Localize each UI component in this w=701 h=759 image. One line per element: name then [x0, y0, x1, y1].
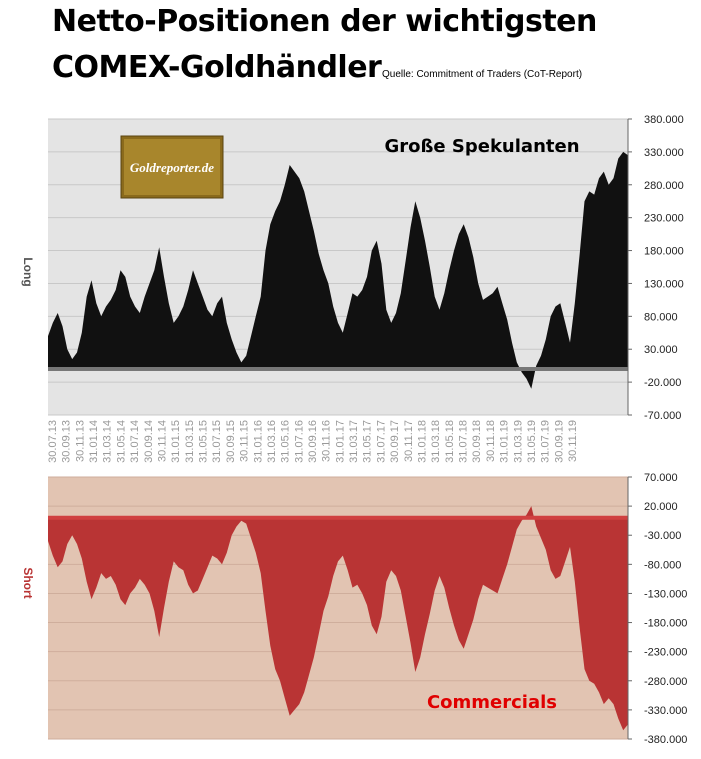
x-tick-label: 31.05.18 [444, 420, 456, 463]
x-tick-label: 30.09.14 [143, 420, 155, 463]
chart-title-line2: COMEX-Goldhändler [52, 50, 382, 85]
x-tick-label: 30.09.16 [307, 420, 319, 463]
x-tick-label: 31.01.18 [417, 420, 429, 463]
x-tick-label: 31.03.18 [430, 420, 442, 463]
x-tick-label: 30.09.15 [225, 420, 237, 463]
x-tick-label: 31.07.16 [293, 420, 305, 463]
y-tick-label: -130.000 [644, 588, 687, 600]
x-tick-label: 31.03.17 [348, 420, 360, 463]
x-tick-label: 31.07.14 [129, 420, 141, 463]
x-tick-label: 30.11.14 [157, 420, 169, 462]
x-tick-label: 31.01.14 [88, 420, 100, 463]
x-axis-date-labels: 30.07.13 30.09.13 30.11.13 31.01.14 31.03.14… [47, 420, 579, 463]
y-tick-label: 380.000 [644, 114, 684, 126]
source-note: Quelle: Commitment of Traders (CoT-Repor… [382, 69, 583, 80]
x-tick-label: 30.11.18 [485, 420, 497, 462]
x-tick-label: 30.11.19 [567, 420, 579, 462]
x-tick-label: 31.07.18 [458, 420, 470, 463]
long-area-series [48, 151, 628, 389]
panel-label-commercials: Commercials [427, 692, 557, 713]
y-tick-label: 180.000 [644, 246, 684, 258]
x-tick-label: 31.05.15 [198, 420, 210, 463]
x-tick-label: 31.07.17 [375, 420, 387, 463]
x-tick-label: 31.01.15 [170, 420, 182, 463]
x-tick-label: 31.03.15 [184, 420, 196, 463]
x-tick-label: 31.03.14 [102, 420, 114, 463]
x-tick-label: 30.09.17 [389, 420, 401, 463]
y-tick-label: 280.000 [644, 180, 684, 192]
goldreporter-logo: Goldreporter.de [120, 135, 224, 199]
short-area-series [48, 506, 628, 731]
x-tick-label: 30.11.13 [74, 420, 86, 462]
y-tick-label: 130.000 [644, 278, 684, 290]
x-tick-label: 31.05.19 [526, 420, 538, 463]
y-axis-label-long: Long [21, 257, 35, 286]
x-tick-label: 30.09.13 [61, 420, 73, 463]
x-tick-label: 30.11.17 [403, 420, 415, 462]
x-tick-label: 31.01.19 [499, 420, 511, 463]
logo-text: Goldreporter.de [130, 160, 214, 175]
y-tick-label: -380.000 [644, 734, 687, 746]
x-tick-label: 31.07.19 [540, 420, 552, 463]
x-tick-label: 31.03.16 [266, 420, 278, 463]
x-tick-label: 31.05.16 [280, 420, 292, 463]
x-tick-label: 30.07.13 [47, 420, 59, 463]
y-tick-label: -80.000 [644, 559, 681, 571]
y-tick-label: 230.000 [644, 213, 684, 225]
y-tick-label: -180.000 [644, 618, 687, 630]
x-tick-label: 31.07.15 [211, 420, 223, 463]
y-tick-label: -230.000 [644, 647, 687, 659]
y-tick-label: 80.000 [644, 311, 678, 323]
top-y-axis-ticks: 380.000 330.000 280.000 230.000 180.000 130.0… [627, 114, 684, 422]
y-tick-label: 70.000 [644, 472, 678, 484]
panel-label-speculators: Große Spekulanten [384, 136, 579, 157]
y-tick-label: -70.000 [644, 410, 681, 422]
y-tick-label: 30.000 [644, 344, 678, 356]
x-tick-label: 30.11.15 [239, 420, 251, 462]
x-tick-label: 30.09.18 [471, 420, 483, 463]
x-tick-label: 30.11.16 [321, 420, 333, 462]
y-axis-label-short: Short [21, 567, 35, 598]
x-tick-label: 31.01.17 [334, 420, 346, 463]
chart-title-line1: Netto-Positionen der wichtigsten [52, 4, 597, 39]
y-tick-label: 20.000 [644, 501, 678, 513]
x-tick-label: 31.03.19 [512, 420, 524, 463]
y-tick-label: -20.000 [644, 377, 681, 389]
y-tick-label: 330.000 [644, 147, 684, 159]
y-tick-label: -30.000 [644, 530, 681, 542]
y-tick-label: -330.000 [644, 705, 687, 717]
x-tick-label: 31.05.17 [362, 420, 374, 463]
y-tick-label: -280.000 [644, 676, 687, 688]
bottom-y-axis-ticks: 70.000 20.000 -30.000 -80.000 -130.000 -180.0… [627, 472, 687, 746]
x-tick-label: 31.05.14 [115, 420, 127, 463]
x-tick-label: 30.09.19 [553, 420, 565, 463]
x-tick-label: 31.01.16 [252, 420, 264, 463]
